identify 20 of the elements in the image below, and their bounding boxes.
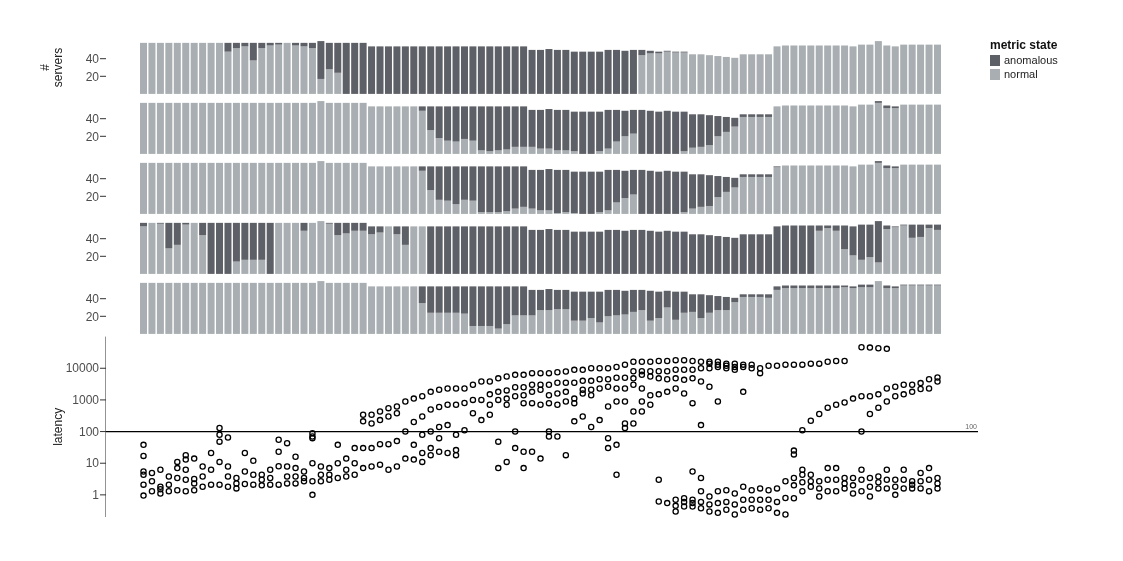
y-tick-label: 20 (85, 69, 100, 84)
legend-title: metric state (990, 38, 1058, 52)
y-tick-label: 20 (85, 129, 100, 144)
y-tick-label: 40 (85, 291, 100, 306)
y-axis-title: # servers (38, 47, 65, 88)
legend-label: anomalous (1004, 54, 1059, 67)
y-tick-label: 40 (85, 171, 100, 186)
y-tick-label: 10000 (65, 361, 100, 376)
y-tick-label: 1000 (72, 393, 100, 408)
y-tick-label: 20 (85, 309, 100, 324)
y-tick-label: 10 (85, 456, 100, 471)
y-tick-label: 40 (85, 111, 100, 126)
y-tick-label: 1 (92, 488, 100, 503)
legend-label: normal (1004, 68, 1038, 81)
y-tick-label: 20 (85, 249, 100, 264)
y-tick-label: 40 (85, 51, 100, 66)
y-tick-label: 100 (78, 424, 100, 439)
y-tick-label: 20 (85, 189, 100, 204)
y-tick-label: 40 (85, 231, 100, 246)
y-axis-title: latency (51, 407, 65, 446)
